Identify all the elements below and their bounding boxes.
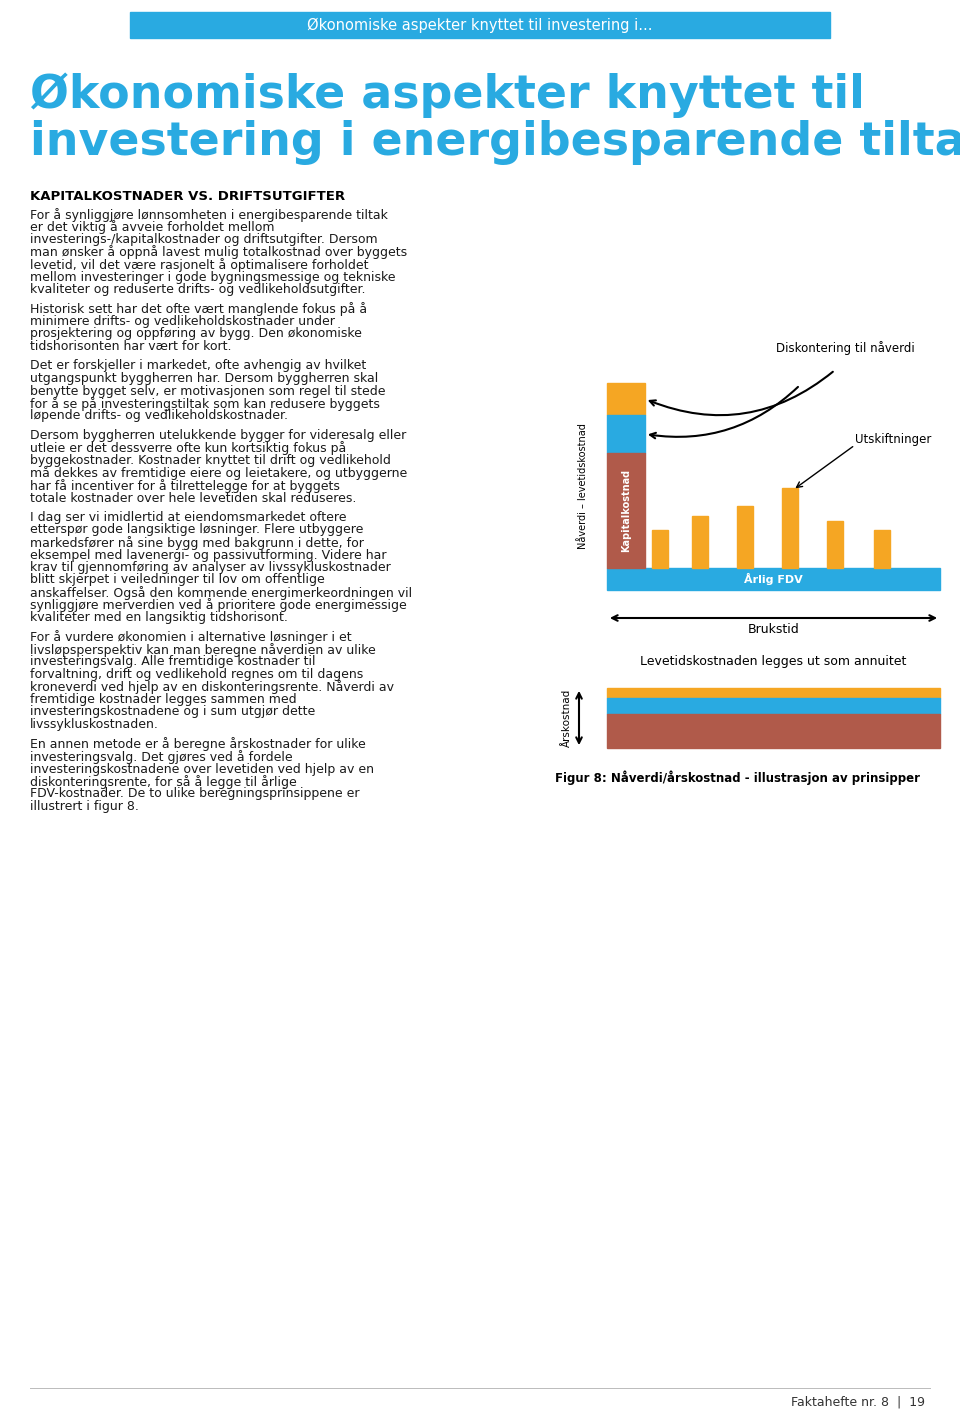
Text: FDV-kostnader. De to ulike beregningsprinsippene er: FDV-kostnader. De to ulike beregningspri… <box>30 787 359 801</box>
Text: investeringskostnadene over levetiden ved hjelp av en: investeringskostnadene over levetiden ve… <box>30 763 374 776</box>
Text: er det viktig å avveie forholdet mellom: er det viktig å avveie forholdet mellom <box>30 221 275 234</box>
Bar <box>607 569 940 590</box>
Text: krav til gjennomføring av analyser av livssykluskostnader: krav til gjennomføring av analyser av li… <box>30 562 391 574</box>
Text: totale kostnader over hele levetiden skal reduseres.: totale kostnader over hele levetiden ska… <box>30 492 356 505</box>
Text: investeringskostnadene og i sum utgjør dette: investeringskostnadene og i sum utgjør d… <box>30 706 315 719</box>
Text: etterspør gode langsiktige løsninger. Flere utbyggere: etterspør gode langsiktige løsninger. Fl… <box>30 523 364 536</box>
Text: synliggjøre merverdien ved å prioritere gode energimessige: synliggjøre merverdien ved å prioritere … <box>30 598 407 613</box>
Text: må dekkes av fremtidige eiere og leietakere, og utbyggerne: må dekkes av fremtidige eiere og leietak… <box>30 467 407 481</box>
Text: utgangspunkt byggherren har. Dersom byggherren skal: utgangspunkt byggherren har. Dersom bygg… <box>30 372 378 386</box>
Text: forvaltning, drift og vedlikehold regnes om til dagens: forvaltning, drift og vedlikehold regnes… <box>30 668 363 681</box>
Text: Nåverdi – levetidskostnad: Nåverdi – levetidskostnad <box>578 424 588 549</box>
Bar <box>652 530 668 569</box>
Text: KAPITALKOSTNADER VS. DRIFTSUTGIFTER: KAPITALKOSTNADER VS. DRIFTSUTGIFTER <box>30 190 346 203</box>
Text: blitt skjerpet i veiledninger til lov om offentlige: blitt skjerpet i veiledninger til lov om… <box>30 573 324 587</box>
Text: illustrert i figur 8.: illustrert i figur 8. <box>30 800 139 813</box>
Text: minimere drifts- og vedlikeholdskostnader under: minimere drifts- og vedlikeholdskostnade… <box>30 315 335 328</box>
Text: prosjektering og oppføring av bygg. Den økonomiske: prosjektering og oppføring av bygg. Den … <box>30 328 362 340</box>
Text: Årlig FDV: Årlig FDV <box>744 573 803 586</box>
Bar <box>827 520 843 569</box>
Bar <box>782 488 798 569</box>
Bar <box>607 383 645 415</box>
Bar <box>607 452 645 569</box>
Text: Diskontering til nåverdi: Diskontering til nåverdi <box>776 342 914 354</box>
Text: utleie er det dessverre ofte kun kortsiktig fokus på: utleie er det dessverre ofte kun kortsik… <box>30 441 347 455</box>
Bar <box>607 415 645 452</box>
Text: benytte bygget selv, er motivasjonen som regel til stede: benytte bygget selv, er motivasjonen som… <box>30 384 386 397</box>
Text: For å vurdere økonomien i alternative løsninger i et: For å vurdere økonomien i alternative lø… <box>30 631 351 644</box>
Text: For å synliggjøre lønnsomheten i energibesparende tiltak: For å synliggjøre lønnsomheten i energib… <box>30 208 388 223</box>
Text: En annen metode er å beregne årskostnader for ulike: En annen metode er å beregne årskostnade… <box>30 737 366 752</box>
Text: livsløpsperspektiv kan man beregne nåverdien av ulike: livsløpsperspektiv kan man beregne nåver… <box>30 642 375 657</box>
Text: man ønsker å oppnå lavest mulig totalkostnad over byggets: man ønsker å oppnå lavest mulig totalkos… <box>30 245 407 259</box>
Bar <box>737 506 753 569</box>
Text: Økonomiske aspekter knyttet til investering i...: Økonomiske aspekter knyttet til invester… <box>307 17 653 33</box>
Text: Årskostnad: Årskostnad <box>562 689 572 747</box>
Bar <box>607 688 940 698</box>
Bar <box>692 516 708 569</box>
Text: kroneverdi ved hjelp av en diskonteringsrente. Nåverdi av: kroneverdi ved hjelp av en diskonterings… <box>30 681 394 695</box>
Text: har få incentiver for å tilrettelegge for at byggets: har få incentiver for å tilrettelegge fo… <box>30 479 340 493</box>
Text: Faktahefte nr. 8  |  19: Faktahefte nr. 8 | 19 <box>791 1395 925 1408</box>
Text: for å se på investeringstiltak som kan redusere byggets: for å se på investeringstiltak som kan r… <box>30 397 380 411</box>
Text: levetid, vil det være rasjonelt å optimalisere forholdet: levetid, vil det være rasjonelt å optima… <box>30 258 369 272</box>
Bar <box>607 698 940 715</box>
Text: livssykluskostnaden.: livssykluskostnaden. <box>30 718 158 732</box>
Bar <box>874 530 890 569</box>
Text: byggekostnader. Kostnader knyttet til drift og vedlikehold: byggekostnader. Kostnader knyttet til dr… <box>30 454 391 467</box>
Text: investeringsvalg. Alle fremtidige kostnader til: investeringsvalg. Alle fremtidige kostna… <box>30 655 316 668</box>
Text: Figur 8: Nåverdi/årskostnad - illustrasjon av prinsipper: Figur 8: Nåverdi/årskostnad - illustrasj… <box>555 770 920 784</box>
Text: tidshorisonten har vært for kort.: tidshorisonten har vært for kort. <box>30 340 231 353</box>
Text: Økonomiske aspekter knyttet til: Økonomiske aspekter knyttet til <box>30 72 865 118</box>
Text: Kapitalkostnad: Kapitalkostnad <box>621 469 631 552</box>
Text: I dag ser vi imidlertid at eiendomsmarkedet oftere: I dag ser vi imidlertid at eiendomsmarke… <box>30 510 347 525</box>
Text: anskaffelser. Også den kommende energimerkeordningen vil: anskaffelser. Også den kommende energime… <box>30 586 412 600</box>
Text: diskonteringsrente, for så å legge til årlige: diskonteringsrente, for så å legge til å… <box>30 776 297 788</box>
Text: løpende drifts- og vedlikeholdskostnader.: løpende drifts- og vedlikeholdskostnader… <box>30 410 288 423</box>
Text: eksempel med lavenergi- og passivutforming. Videre har: eksempel med lavenergi- og passivutformi… <box>30 549 387 562</box>
Text: markedsfører nå sine bygg med bakgrunn i dette, for: markedsfører nå sine bygg med bakgrunn i… <box>30 536 364 550</box>
Text: mellom investeringer i gode bygningsmessige og tekniske: mellom investeringer i gode bygningsmess… <box>30 271 396 284</box>
Text: Brukstid: Brukstid <box>748 623 800 637</box>
Text: fremtidige kostnader legges sammen med: fremtidige kostnader legges sammen med <box>30 693 297 706</box>
Text: investering i energibesparende tiltak: investering i energibesparende tiltak <box>30 121 960 164</box>
Text: kvaliteter og reduserte drifts- og vedlikeholdsutgifter.: kvaliteter og reduserte drifts- og vedli… <box>30 284 366 296</box>
Text: investerings-/kapitalkostnader og driftsutgifter. Dersom: investerings-/kapitalkostnader og drifts… <box>30 233 377 245</box>
Text: Utskiftninger: Utskiftninger <box>855 434 931 447</box>
Text: Historisk sett har det ofte vært manglende fokus på å: Historisk sett har det ofte vært manglen… <box>30 302 367 316</box>
Text: investeringsvalg. Det gjøres ved å fordele: investeringsvalg. Det gjøres ved å forde… <box>30 750 293 764</box>
Text: Dersom byggherren utelukkende bygger for videresalg eller: Dersom byggherren utelukkende bygger for… <box>30 430 406 442</box>
Bar <box>607 715 940 749</box>
Text: Det er forskjeller i markedet, ofte avhengig av hvilket: Det er forskjeller i markedet, ofte avhe… <box>30 360 367 373</box>
Text: kvaliteter med en langsiktig tidshorisont.: kvaliteter med en langsiktig tidshorison… <box>30 611 288 624</box>
Bar <box>130 11 830 38</box>
Text: Levetidskostnaden legges ut som annuitet: Levetidskostnaden legges ut som annuitet <box>640 655 906 668</box>
